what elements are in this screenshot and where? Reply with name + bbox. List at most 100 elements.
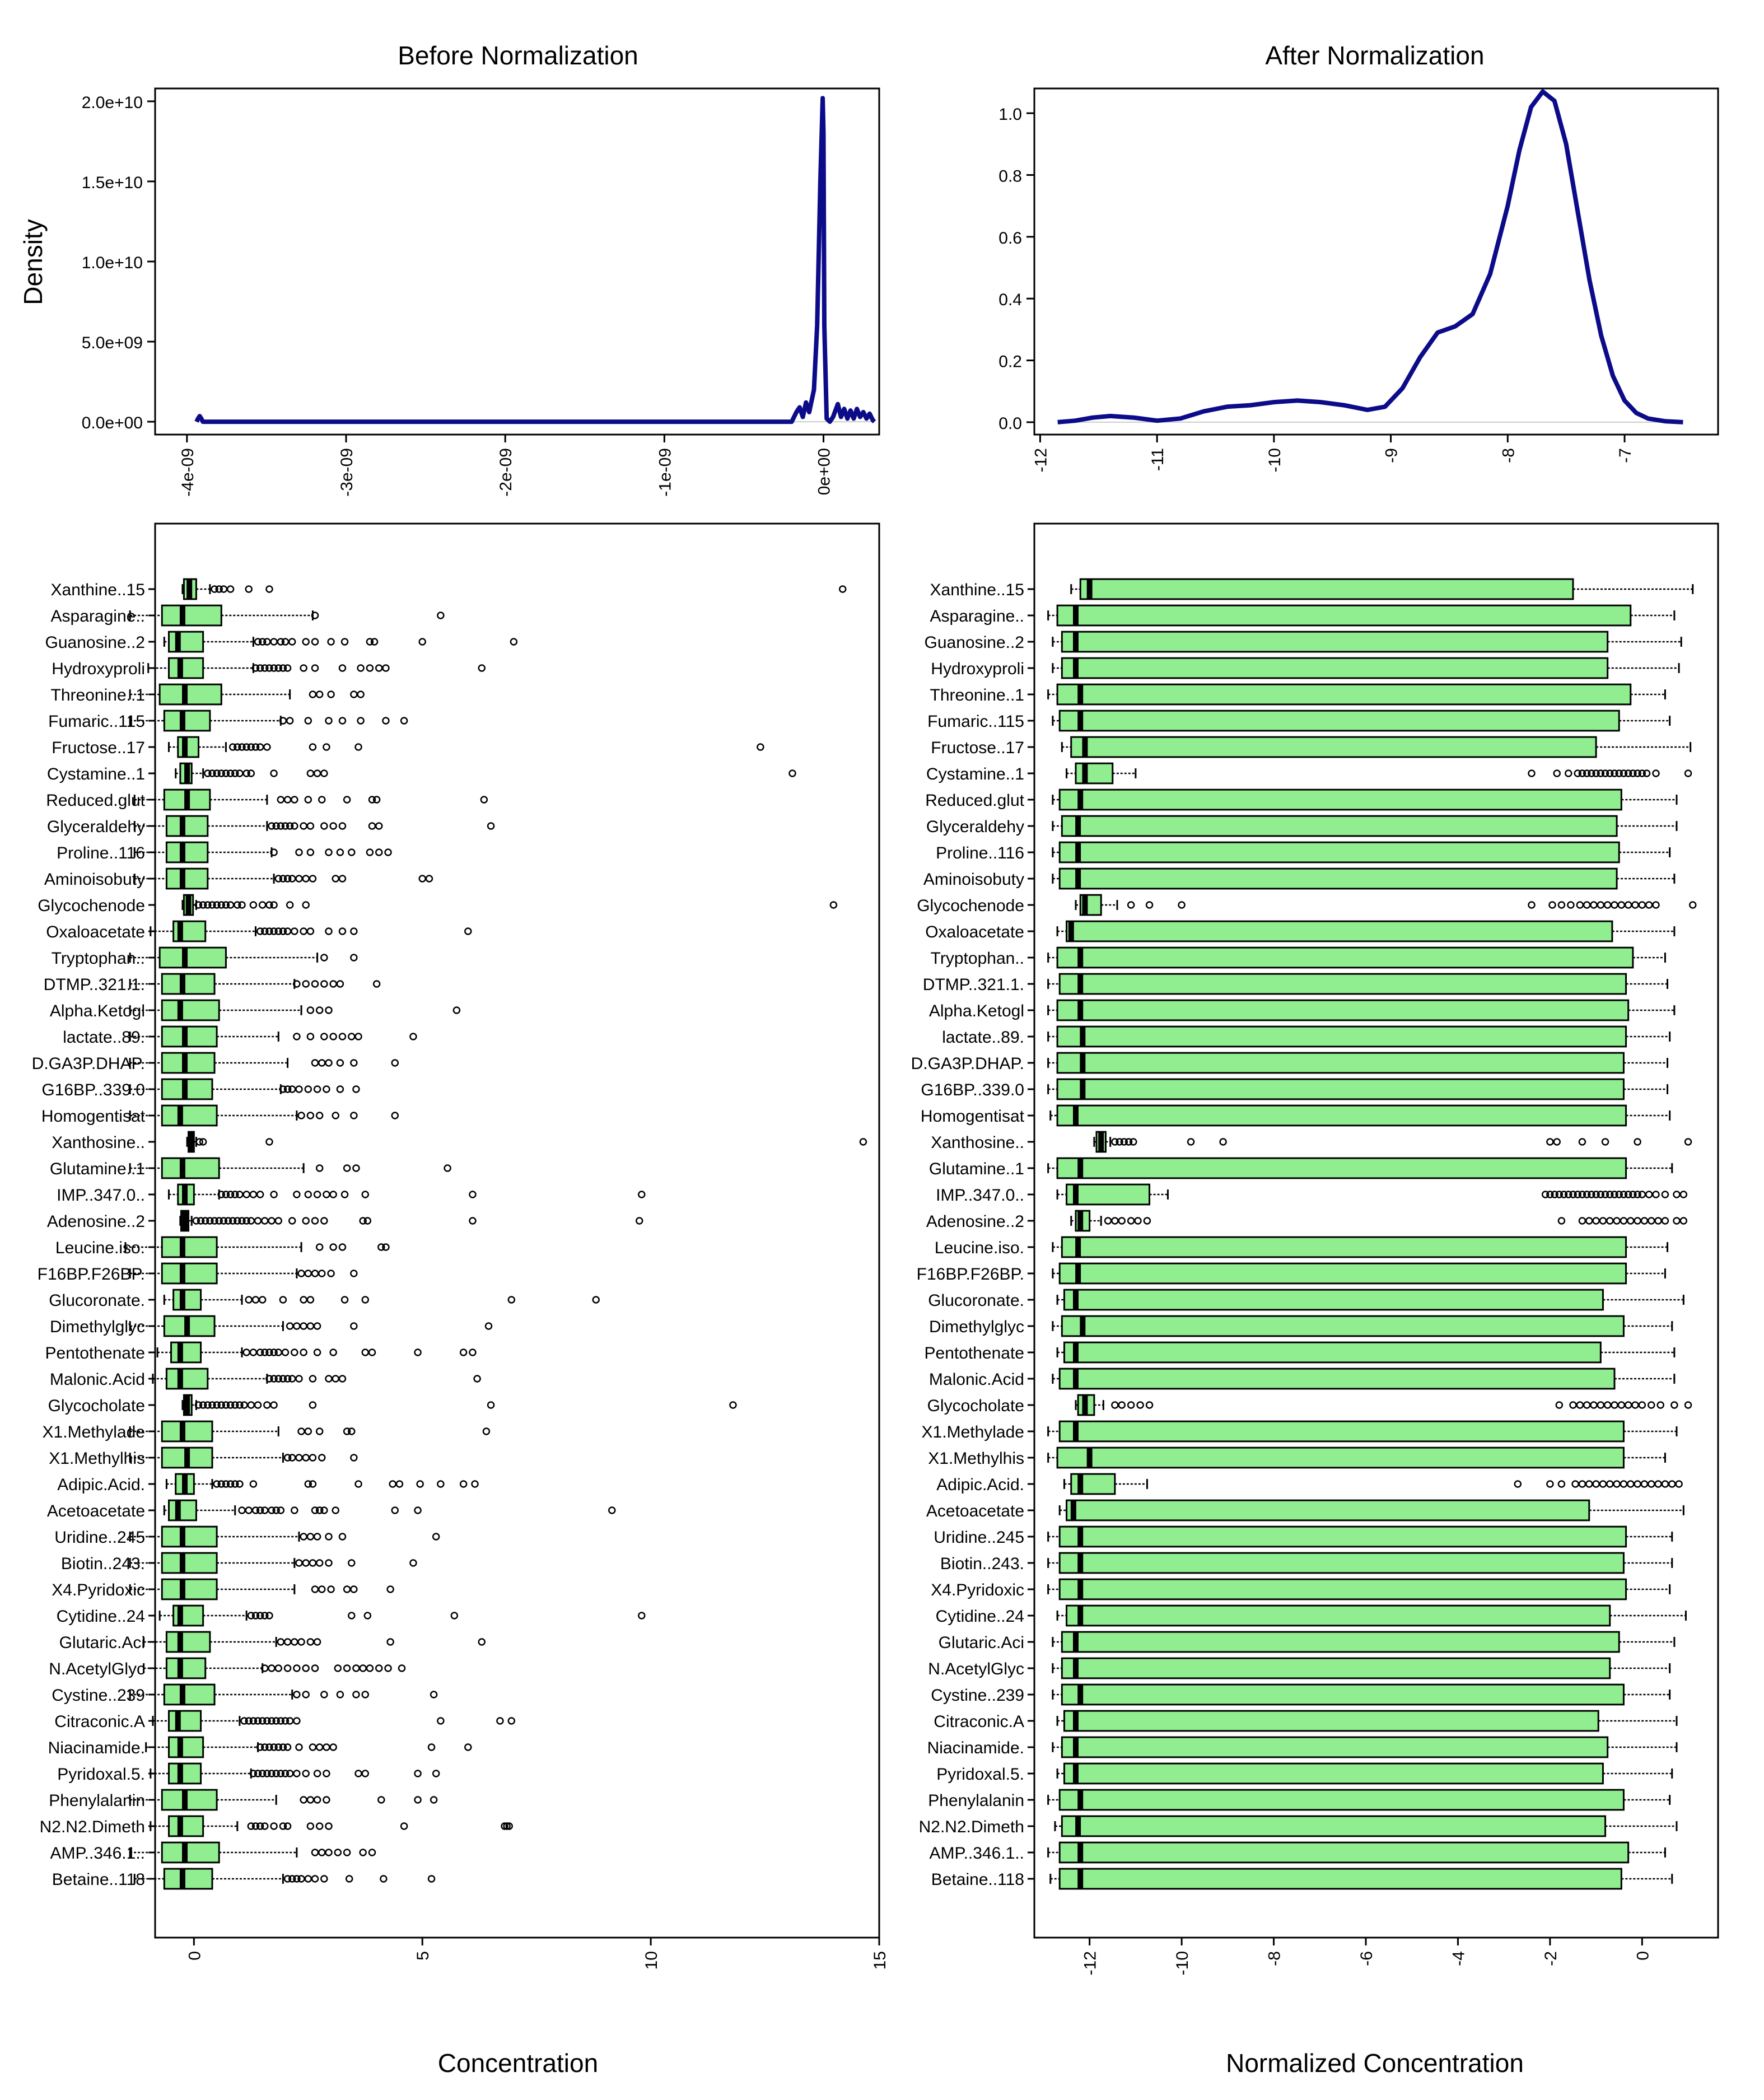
concentration-outlier: [416, 1480, 424, 1488]
concentration-outlier: [478, 1638, 486, 1646]
concentration-outlier: [215, 585, 223, 593]
normalized-outlier: [1187, 1138, 1195, 1146]
concentration-xtick-label: 5: [414, 1951, 432, 1961]
concentration-box-row: Niacinamide.: [48, 1736, 472, 1758]
concentration-outlier: [291, 1348, 298, 1356]
normalized-outlier: [1645, 1191, 1653, 1198]
normalized-outlier: [1627, 1480, 1635, 1488]
concentration-outlier: [338, 1033, 347, 1040]
concentration-outlier: [261, 1822, 269, 1830]
normalized-outlier: [1624, 1191, 1632, 1198]
concentration-outlier: [473, 1375, 481, 1383]
concentration-outlier: [265, 927, 273, 935]
before-density-ylabel: Density: [18, 219, 48, 305]
concentration-outlier: [304, 1427, 312, 1435]
normalized-outlier: [1118, 1217, 1126, 1225]
concentration-outlier: [315, 1164, 324, 1172]
normalized-category-label: Asparagine..: [930, 607, 1024, 626]
concentration-outlier: [309, 1480, 317, 1488]
normalized-box: [1058, 1368, 1616, 1390]
concentration-outlier: [306, 1112, 315, 1119]
concentration-outlier: [311, 1217, 319, 1225]
normalized-outlier: [1590, 1401, 1598, 1409]
concentration-outlier: [194, 1401, 203, 1409]
after-density-line: [1057, 89, 1683, 424]
normalized-outlier: [1592, 1217, 1600, 1225]
concentration-outlier: [274, 1664, 283, 1672]
normalized-outlier: [1624, 901, 1632, 909]
concentration-outlier: [251, 1506, 260, 1514]
concentration-outlier: [354, 1033, 362, 1040]
normalized-box-row: G16BP..339.0: [921, 1078, 1669, 1100]
concentration-outlier: [293, 1033, 301, 1040]
concentration-box: [161, 1525, 218, 1548]
normalized-outlier: [1111, 1217, 1119, 1225]
concentration-outlier: [469, 1348, 477, 1356]
concentration-category-label: Malonic.Acid: [50, 1370, 145, 1389]
normalized-box-row: Adipic.Acid.: [936, 1473, 1683, 1495]
normalized-outlier: [1592, 769, 1600, 777]
concentration-category-label: Niacinamide.: [48, 1739, 145, 1757]
normalized-outlier: [1585, 1480, 1593, 1488]
concentration-outlier: [318, 1270, 326, 1277]
concentration-outlier: [348, 848, 356, 856]
concentration-outlier: [281, 1770, 290, 1777]
normalized-category-label: DTMP..321.1.: [923, 976, 1024, 994]
normalized-outlier: [1670, 1401, 1678, 1409]
normalized-outlier: [1578, 769, 1586, 777]
concentration-outlier: [231, 769, 239, 777]
concentration-category-label: Threonine..1: [51, 686, 145, 704]
concentration-box-row: Adenosine..2: [47, 1210, 643, 1232]
concentration-outlier: [315, 690, 324, 698]
concentration-outlier: [261, 927, 269, 935]
concentration-box-row: Xanthine..15: [51, 578, 847, 600]
normalized-outlier: [1603, 1401, 1612, 1409]
concentration-box-row: Citraconic.A: [54, 1710, 516, 1732]
concentration-outlier: [336, 980, 344, 988]
normalized-category-label: Adenosine..2: [926, 1212, 1024, 1231]
concentration-outlier: [471, 1480, 479, 1488]
concentration-outlier: [311, 612, 319, 619]
concentration-box: [161, 1262, 218, 1285]
concentration-box: [158, 946, 227, 969]
concentration-category-label: lactate..89.: [63, 1028, 145, 1047]
normalized-box-row: Asparagine..: [930, 604, 1676, 627]
normalized-outlier: [1640, 1480, 1649, 1488]
concentration-outlier: [254, 1401, 262, 1409]
normalized-box-row: Guanosine..2: [925, 631, 1682, 653]
normalized-outlier: [1613, 1480, 1621, 1488]
normalized-box-row: Threonine..1: [930, 683, 1666, 706]
concentration-category-label: Betaine..118: [52, 1870, 145, 1889]
concentration-outlier: [245, 585, 253, 593]
normalized-box-row: Betaine..118: [931, 1868, 1673, 1890]
concentration-outlier: [274, 664, 283, 672]
concentration-outlier: [306, 1296, 315, 1304]
concentration-box: [161, 999, 220, 1021]
normalized-outlier: [1648, 1217, 1655, 1225]
concentration-box: [161, 604, 222, 627]
after-ytick-label: 1.0: [998, 105, 1022, 124]
concentration-outlier: [254, 638, 262, 646]
concentration-box: [172, 1289, 202, 1311]
concentration-box-row: Fructose..17: [52, 736, 764, 758]
normalized-boxplot-plot: Xanthine..15 Asparagine.. Guanosine..2 Hydr…: [911, 522, 1719, 1975]
concentration-outlier: [208, 901, 216, 909]
concentration-outlier: [382, 1243, 390, 1251]
concentration-outlier: [279, 664, 287, 672]
concentration-box: [177, 736, 199, 758]
concentration-outlier: [327, 638, 335, 646]
normalized-outlier: [1684, 1138, 1692, 1146]
after-ytick-label: 0.6: [998, 229, 1022, 248]
concentration-outlier: [256, 1612, 264, 1620]
concentration-outlier: [391, 1112, 399, 1119]
concentration-outlier: [265, 1375, 273, 1383]
concentration-outlier: [309, 1401, 317, 1409]
concentration-outlier: [268, 1717, 276, 1725]
concentration-box-row: Pyridoxal.5.: [57, 1762, 440, 1785]
concentration-outlier: [291, 822, 298, 830]
concentration-outlier: [283, 1664, 292, 1672]
concentration-outlier: [274, 927, 283, 935]
normalized-box-row: Oxaloacetate: [925, 920, 1676, 942]
normalized-outlier: [1642, 769, 1651, 777]
normalized-box: [1058, 1262, 1627, 1285]
